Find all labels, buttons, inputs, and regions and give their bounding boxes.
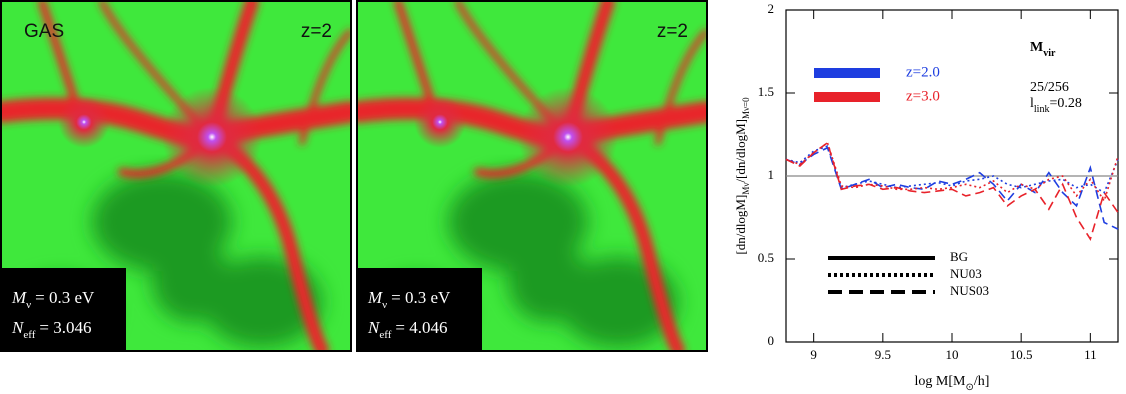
text-part: [dn/dlogM] bbox=[733, 195, 748, 255]
parameter-label: Neff = 3.046 bbox=[11, 318, 91, 341]
legend-label: z=3.0 bbox=[906, 88, 940, 104]
annotation: llink=0.28 bbox=[1030, 96, 1082, 115]
text-part: l bbox=[1030, 96, 1034, 111]
symbol: M bbox=[11, 288, 27, 307]
legend-swatch bbox=[814, 92, 880, 102]
redshift-label: z=2 bbox=[301, 21, 332, 42]
series-line bbox=[785, 146, 1119, 230]
subscript: ν bbox=[382, 299, 387, 311]
panel-tag: GAS bbox=[24, 21, 64, 42]
text-part: =0.28 bbox=[1049, 96, 1081, 111]
parameter-label: Mν = 0.3 eV bbox=[367, 288, 451, 311]
value: = 0.3 eV bbox=[35, 288, 95, 307]
parameter-label: Mν = 0.3 eV bbox=[11, 288, 95, 311]
x-tick-label: 9.5 bbox=[875, 347, 891, 362]
x-tick-label: 11 bbox=[1084, 347, 1097, 362]
symbol: M bbox=[367, 288, 383, 307]
symbol: N bbox=[367, 318, 381, 337]
legend-swatch bbox=[814, 68, 880, 78]
series-line bbox=[785, 141, 1119, 241]
x-tick-label: 9 bbox=[810, 347, 817, 362]
subscript: eff bbox=[379, 329, 391, 341]
y-tick-label: 0.5 bbox=[758, 250, 774, 265]
text-part: log M[M bbox=[915, 374, 967, 389]
subscript: Mν bbox=[741, 183, 751, 195]
panel-labels: z=2 Mν = 0.3 eV Neff = 4.046 bbox=[358, 21, 688, 350]
subscript: ν bbox=[26, 299, 31, 311]
y-axis-label: [dn/dlogM]Mν/[dn/dlogM]Mν=0 bbox=[733, 97, 751, 255]
legend-label: BG bbox=[950, 249, 968, 264]
subscript: vir bbox=[1043, 48, 1056, 59]
label-box bbox=[2, 268, 126, 350]
plot: 9 9.5 10 10.5 11 0 0.5 1 1.5 2 log M[M⊙/h] [dn/dlog… bbox=[733, 1, 1119, 393]
value: = 3.046 bbox=[39, 318, 91, 337]
text-part: /h] bbox=[974, 374, 990, 389]
y-tick-label: 1 bbox=[768, 167, 775, 182]
x-axis-label: log M[M⊙/h] bbox=[915, 374, 990, 393]
legend-label: z=2.0 bbox=[906, 64, 940, 80]
subscript: ⊙ bbox=[966, 382, 974, 393]
label-box bbox=[358, 268, 482, 350]
redshift-label: z=2 bbox=[657, 21, 688, 42]
annotation: Mvir bbox=[1030, 40, 1056, 59]
subscript: eff bbox=[23, 329, 35, 341]
text-part: M bbox=[1030, 40, 1043, 55]
parameter-label: Neff = 4.046 bbox=[367, 318, 447, 341]
panel-labels: GAS z=2 Mν = 0.3 eV Neff = 3.046 bbox=[2, 21, 332, 350]
legend-label: NUS03 bbox=[950, 283, 989, 298]
value: = 0.3 eV bbox=[391, 288, 451, 307]
x-tick-label: 10 bbox=[946, 347, 959, 362]
annotation: 25/256 bbox=[1030, 80, 1069, 95]
series-line bbox=[785, 141, 1119, 203]
text-part: /[dn/dlogM] bbox=[733, 119, 748, 183]
x-tick-label: 10.5 bbox=[1010, 347, 1033, 362]
symbol: N bbox=[11, 318, 25, 337]
value: = 4.046 bbox=[395, 318, 447, 337]
y-tick-label: 0 bbox=[768, 333, 775, 348]
text-part: 25/256 bbox=[1030, 80, 1069, 95]
y-tick-label: 2 bbox=[768, 1, 775, 16]
subscript: Mν=0 bbox=[741, 97, 751, 119]
y-tick-label: 1.5 bbox=[758, 84, 774, 99]
legend-label: NU03 bbox=[950, 266, 982, 281]
series-line bbox=[785, 145, 1119, 194]
subscript: link bbox=[1034, 104, 1050, 115]
